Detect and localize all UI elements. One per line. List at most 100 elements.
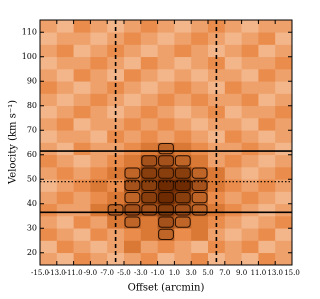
- cell: [124, 69, 142, 82]
- cell: [40, 130, 58, 143]
- cell: [157, 191, 175, 205]
- cell: [224, 130, 242, 143]
- cell: [241, 142, 259, 156]
- cell: [107, 179, 125, 192]
- cell: [174, 142, 192, 156]
- x-tick-label: 5.0: [202, 269, 213, 277]
- cell: [224, 252, 242, 266]
- cell: [241, 118, 259, 131]
- cell: [90, 240, 108, 254]
- cell: [124, 93, 142, 107]
- cell: [208, 69, 226, 82]
- cell: [191, 81, 209, 94]
- cell: [174, 167, 192, 180]
- cell: [258, 93, 276, 107]
- contour: [191, 179, 208, 191]
- cell: [258, 252, 276, 266]
- cell: [124, 118, 142, 131]
- cell: [224, 69, 242, 82]
- cell: [40, 105, 58, 119]
- cell: [157, 240, 175, 254]
- cell: [224, 32, 242, 45]
- y-tick-label: 20: [27, 248, 37, 257]
- cell: [124, 203, 142, 217]
- cell: [241, 81, 259, 94]
- cell: [258, 20, 276, 33]
- cell: [56, 32, 74, 45]
- cell: [224, 191, 242, 205]
- cell: [224, 179, 242, 192]
- cell: [40, 191, 58, 205]
- cell: [224, 44, 242, 58]
- cell: [241, 167, 259, 180]
- cell: [140, 69, 158, 82]
- cell: [124, 20, 142, 33]
- cell: [275, 20, 293, 33]
- contour: [141, 155, 158, 167]
- cell: [73, 81, 91, 94]
- cell: [258, 154, 276, 168]
- cell: [191, 191, 209, 205]
- x-tick-label: -3.0: [134, 269, 148, 277]
- cell: [107, 69, 125, 82]
- cell: [40, 81, 58, 94]
- cell: [40, 69, 58, 82]
- cell: [40, 56, 58, 70]
- x-tick-label: 7.0: [219, 269, 230, 277]
- x-tick-label: 3.0: [186, 269, 197, 277]
- cell: [191, 32, 209, 45]
- cell: [73, 191, 91, 205]
- cell: [73, 240, 91, 254]
- cell: [208, 32, 226, 45]
- contour: [191, 192, 208, 204]
- cell: [40, 154, 58, 168]
- cell: [208, 130, 226, 143]
- cell: [56, 203, 74, 217]
- cell: [90, 130, 108, 143]
- cell: [191, 216, 209, 229]
- cell: [140, 130, 158, 143]
- cell: [124, 228, 142, 241]
- x-tick-label: -1.0: [151, 269, 165, 277]
- cell: [56, 81, 74, 94]
- cell: [90, 56, 108, 70]
- cell: [107, 167, 125, 180]
- cell: [258, 81, 276, 94]
- cell: [56, 179, 74, 192]
- cell: [124, 142, 142, 156]
- cell: [258, 118, 276, 131]
- cell: [140, 118, 158, 131]
- cell: [140, 228, 158, 241]
- cell: [275, 167, 293, 180]
- cell: [174, 179, 192, 192]
- cell: [208, 118, 226, 131]
- cell: [258, 69, 276, 82]
- cell: [191, 56, 209, 70]
- cell: [90, 69, 108, 82]
- contour: [158, 167, 174, 179]
- cell: [241, 32, 259, 45]
- cell: [124, 44, 142, 58]
- cell: [90, 216, 108, 229]
- cell: [224, 167, 242, 180]
- cell: [208, 179, 226, 192]
- cell: [90, 142, 108, 156]
- cell: [73, 44, 91, 58]
- cell: [140, 203, 158, 217]
- cell: [90, 167, 108, 180]
- cell: [73, 203, 91, 217]
- x-tick-label: -9.0: [84, 269, 98, 277]
- contour: [174, 155, 191, 167]
- cell: [56, 167, 74, 180]
- cell: [90, 252, 108, 266]
- cell: [140, 240, 158, 254]
- cell: [275, 154, 293, 168]
- cell: [107, 81, 125, 94]
- cell: [275, 216, 293, 229]
- x-tick-label: -15.0: [31, 269, 49, 277]
- cell: [208, 216, 226, 229]
- cell: [157, 56, 175, 70]
- cell: [275, 56, 293, 70]
- cell: [56, 93, 74, 107]
- cell: [124, 32, 142, 45]
